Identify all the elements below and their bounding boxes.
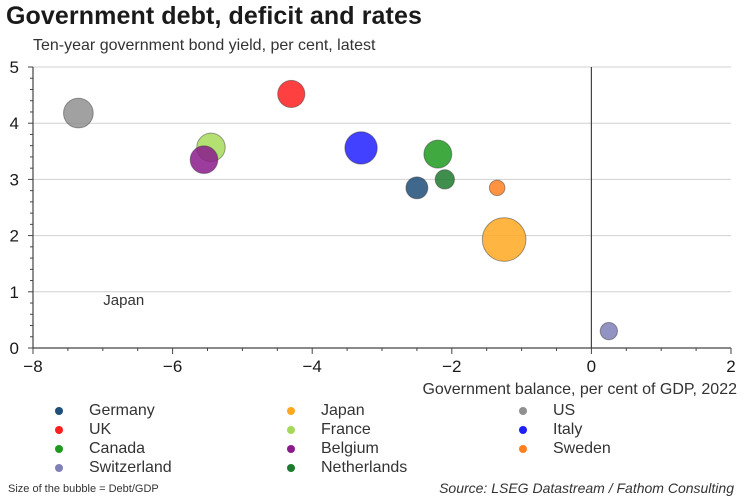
bubble-italy[interactable] [344, 131, 378, 165]
x-tick-label: −4 [303, 357, 322, 376]
bubble-size-footnote: Size of the bubble = Debt/GDP [8, 483, 159, 495]
legend-item-italy[interactable]: Italy [519, 420, 582, 439]
y-tick-label: 1 [10, 283, 19, 302]
bubble-canada[interactable] [423, 139, 453, 169]
legend-item-switzerland[interactable]: Switzerland [55, 458, 172, 477]
legend-label: France [321, 420, 371, 438]
legend-label: Sweden [553, 439, 611, 457]
x-tick-label: −6 [163, 357, 182, 376]
bubble-switzerland[interactable] [599, 322, 618, 341]
legend-swatch [55, 406, 63, 415]
annotation-label: Japan [103, 292, 144, 309]
y-tick-label: 4 [10, 114, 19, 133]
legend-swatch [55, 425, 63, 434]
legend-swatch [519, 406, 527, 415]
chart-title: Government debt, deficit and rates [6, 2, 422, 30]
source-note: Source: LSEG Datastream / Fathom Consult… [439, 480, 734, 496]
legend-item-uk[interactable]: UK [55, 420, 111, 439]
y-tick-label: 0 [10, 339, 19, 358]
legend-item-japan[interactable]: Japan [287, 401, 365, 420]
legend-item-us[interactable]: US [519, 401, 575, 420]
y-tick-label: 5 [10, 58, 19, 77]
legend-label: Switzerland [89, 458, 172, 476]
x-axis-label: Government balance, per cent of GDP, 202… [422, 381, 737, 398]
bubble-japan[interactable] [481, 217, 527, 262]
legend-label: Belgium [321, 439, 379, 457]
legend-swatch [287, 463, 295, 472]
x-tick-label: 0 [587, 357, 596, 376]
y-tick-label: 2 [10, 227, 19, 246]
legend-label: Netherlands [321, 458, 408, 476]
legend-item-canada[interactable]: Canada [55, 439, 145, 458]
bubble-sweden[interactable] [488, 179, 506, 197]
legend-label: Italy [553, 420, 583, 438]
legend-swatch [55, 463, 63, 472]
x-tick-label: −8 [23, 357, 42, 376]
legend-swatch [519, 425, 527, 434]
bubble-netherlands[interactable] [434, 169, 455, 190]
legend-item-germany[interactable]: Germany [55, 401, 155, 420]
legend-swatch [55, 444, 63, 453]
bubble-germany[interactable] [405, 176, 429, 200]
x-tick-label: 2 [726, 357, 735, 376]
legend-item-belgium[interactable]: Belgium [287, 439, 379, 458]
legend-swatch [519, 444, 527, 453]
legend-label: Canada [89, 439, 146, 457]
legend-swatch [287, 444, 295, 453]
bubble-us[interactable] [63, 97, 94, 129]
bubble-uk[interactable] [277, 79, 306, 109]
legend-swatch [287, 425, 295, 434]
legend-label: US [553, 401, 576, 419]
bubble-chart: −8 −6 −4 −2 0 2 0 1 2 3 4 5 Government balance, per … [10, 58, 738, 398]
legend-swatch [287, 406, 295, 415]
y-tick-label: 3 [10, 170, 19, 189]
legend-label: Germany [89, 401, 155, 419]
legend-item-france[interactable]: France [287, 420, 371, 439]
bubble-belgium[interactable] [189, 145, 219, 175]
legend-item-netherlands[interactable]: Netherlands [287, 458, 407, 477]
legend-label: UK [89, 420, 112, 438]
x-tick-label: −2 [442, 357, 461, 376]
legend-label: Japan [321, 401, 365, 419]
legend-item-sweden[interactable]: Sweden [519, 439, 611, 458]
chart-subtitle: Ten-year government bond yield, per cent… [33, 37, 376, 54]
